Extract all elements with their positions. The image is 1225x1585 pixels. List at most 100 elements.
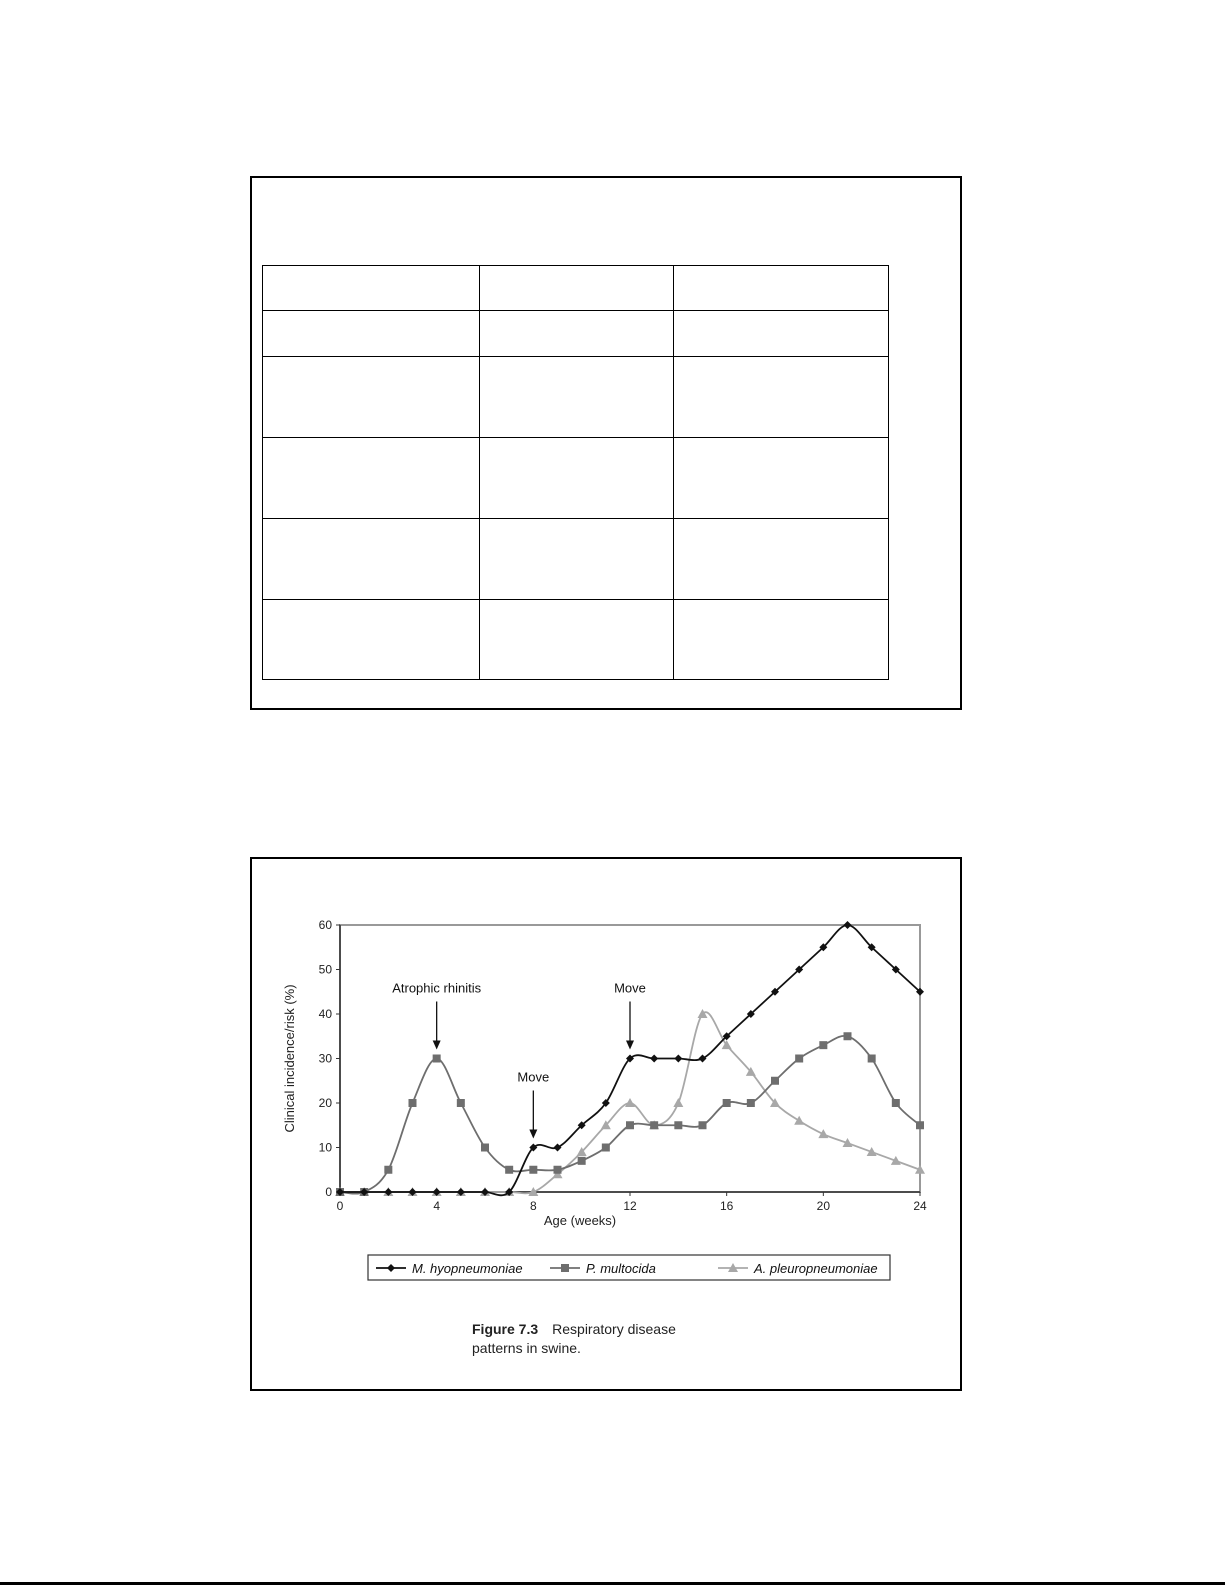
annotation-label: Move	[517, 1070, 549, 1085]
data-point	[890, 1155, 901, 1165]
y-tick-label: 60	[319, 918, 333, 932]
data-point	[674, 1121, 683, 1130]
annotation-arrowhead	[529, 1129, 538, 1139]
data-point	[481, 1143, 489, 1152]
y-tick-label: 50	[319, 963, 333, 977]
data-point	[866, 1146, 877, 1156]
data-point	[529, 1143, 538, 1152]
x-tick-label: 4	[433, 1199, 440, 1213]
data-point	[481, 1188, 489, 1196]
y-tick-label: 10	[319, 1141, 333, 1155]
data-point	[626, 1054, 634, 1063]
caption-text-2: patterns in swine.	[472, 1340, 581, 1356]
data-point	[408, 1188, 417, 1196]
data-point	[576, 1146, 587, 1156]
chart: 0 10 20 30 40 50 60 0 4 8 12 16 20 24 Age (weeks) Clini…	[282, 918, 927, 1281]
table-cell	[673, 437, 889, 519]
data-point	[384, 1165, 393, 1174]
annotation-label: Atrophic rhinitis	[392, 981, 481, 996]
data-point	[600, 1120, 611, 1130]
data-point	[674, 1054, 683, 1063]
legend-label: A. pleuropneumoniae	[753, 1261, 878, 1276]
data-point	[432, 1188, 441, 1196]
table-cell	[479, 310, 674, 357]
data-point	[456, 1188, 465, 1196]
x-tick-label: 20	[817, 1199, 831, 1213]
y-axis-label: Clinical incidence/risk (%)	[282, 984, 297, 1132]
data-point	[336, 1188, 344, 1196]
table-cell	[262, 265, 480, 311]
x-axis-label: Age (weeks)	[544, 1213, 616, 1228]
table-cell	[673, 265, 889, 311]
data-point	[721, 1040, 732, 1050]
annotation-label: Move	[614, 981, 646, 996]
table-cell	[479, 356, 674, 438]
data-point	[915, 1164, 925, 1174]
data-point	[795, 1054, 804, 1063]
data-point	[867, 1054, 876, 1063]
table-cell	[262, 518, 480, 600]
data-point	[819, 1041, 828, 1050]
table-cell	[262, 437, 480, 519]
data-point	[916, 987, 924, 996]
data-point	[794, 1115, 805, 1125]
legend-marker	[561, 1264, 569, 1272]
data-point	[891, 1099, 900, 1107]
table-cell	[673, 518, 889, 600]
data-point	[432, 1054, 441, 1063]
data-point	[867, 943, 876, 952]
table-row	[262, 356, 889, 438]
annotation-arrowhead	[432, 1040, 441, 1050]
table-row	[262, 437, 889, 519]
data-point	[505, 1188, 514, 1196]
legend-label: M. hyopneumoniae	[412, 1261, 523, 1276]
y-tick-label: 0	[325, 1185, 332, 1199]
table-cell	[673, 599, 889, 680]
empty-table	[262, 265, 889, 680]
table-frame	[250, 176, 962, 710]
table-cell	[262, 356, 480, 438]
x-tick-label: 8	[530, 1199, 537, 1213]
x-tick-label: 12	[623, 1199, 637, 1213]
table-cell	[673, 310, 889, 357]
data-point	[771, 1076, 779, 1085]
caption-label: Figure 7.3	[472, 1321, 539, 1337]
y-tick-label: 30	[319, 1052, 333, 1066]
y-tick-label: 20	[319, 1096, 333, 1110]
data-point	[528, 1187, 539, 1196]
table-cell	[673, 356, 889, 438]
figure-frame	[250, 857, 962, 1391]
table-row	[262, 599, 889, 680]
table-cell	[262, 599, 480, 680]
data-point	[770, 1098, 780, 1107]
figure-caption: Figure 7.3 Respiratory disease patterns i…	[472, 1320, 676, 1358]
data-point	[819, 943, 828, 952]
data-point	[360, 1188, 369, 1196]
y-tick-label: 40	[319, 1007, 333, 1021]
data-point	[746, 1010, 755, 1018]
legend-box	[367, 1254, 891, 1281]
table-cell	[479, 599, 674, 680]
data-point	[626, 1121, 634, 1130]
data-point	[842, 1138, 853, 1148]
table-row	[262, 310, 889, 357]
legend-marker	[387, 1264, 395, 1272]
data-point	[697, 1009, 708, 1018]
data-point	[698, 1121, 707, 1130]
data-point	[722, 1099, 731, 1107]
table-row	[262, 518, 889, 600]
table-cell	[479, 437, 674, 519]
data-point	[722, 1032, 731, 1041]
data-point	[650, 1054, 659, 1063]
data-point	[745, 1066, 756, 1076]
data-point	[553, 1165, 562, 1174]
data-point	[818, 1129, 829, 1139]
data-point	[843, 1032, 852, 1041]
data-point	[650, 1121, 659, 1130]
legend-marker	[728, 1263, 738, 1272]
x-tick-label: 0	[337, 1199, 344, 1213]
data-point	[795, 965, 804, 974]
table-cell	[479, 518, 674, 600]
data-point	[625, 1098, 635, 1107]
